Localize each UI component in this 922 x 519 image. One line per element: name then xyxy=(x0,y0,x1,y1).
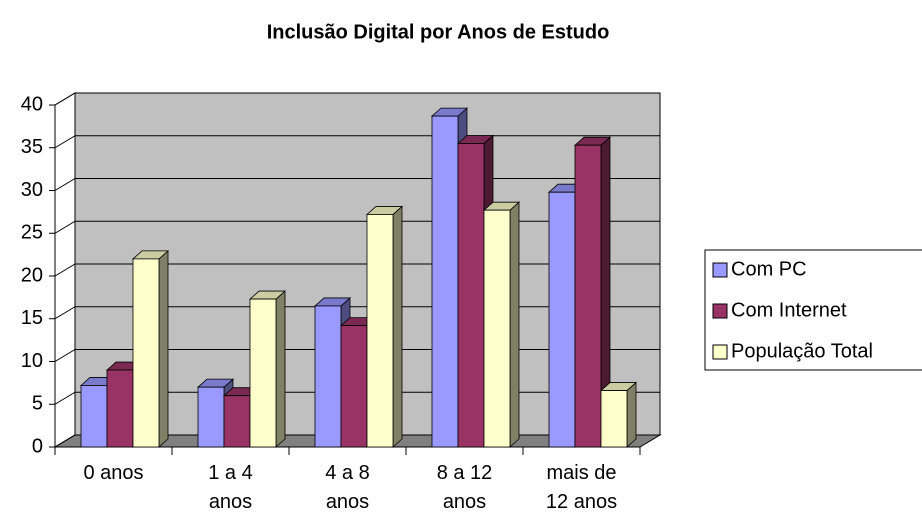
grid-line xyxy=(54,263,76,277)
bar xyxy=(457,143,485,448)
x-tick-label: 4 a 8 anos xyxy=(325,462,370,513)
legend-label: População Total xyxy=(731,340,873,362)
y-tick-label: 30 xyxy=(21,179,43,201)
legend-swatch xyxy=(712,262,728,278)
grid-line xyxy=(54,349,76,362)
y-tick-label: 10 xyxy=(21,350,43,372)
x-tick-label: mais de 12 anos xyxy=(545,462,618,513)
bar xyxy=(483,209,511,448)
bar xyxy=(314,305,342,448)
grid-line xyxy=(54,135,76,149)
grid-line xyxy=(54,434,76,448)
bar xyxy=(600,390,628,448)
bar xyxy=(548,191,576,448)
legend-label: Com Internet xyxy=(731,299,847,321)
legend-swatch xyxy=(712,303,728,319)
legend-label: Com PC xyxy=(731,258,807,280)
grid-line xyxy=(54,92,76,106)
x-tick-label: 8 a 12 anos xyxy=(436,462,493,513)
bar-side xyxy=(275,290,286,448)
grid-line xyxy=(54,391,76,405)
y-tick-label: 35 xyxy=(21,136,43,158)
bar-side xyxy=(158,250,169,448)
bar-side xyxy=(509,201,520,448)
y-tick-label: 40 xyxy=(21,93,43,115)
bar-side xyxy=(392,205,403,448)
bar xyxy=(366,214,394,448)
chart-title: Inclusão Digital por Anos de Estudo xyxy=(267,21,610,43)
y-tick-label: 0 xyxy=(32,435,43,457)
bar-side xyxy=(626,381,637,448)
bar xyxy=(431,115,459,448)
bar xyxy=(223,395,251,448)
y-tick-label: 15 xyxy=(21,307,43,329)
x-tick-label: 0 anos xyxy=(83,462,144,484)
legend-swatch xyxy=(712,344,728,360)
bar xyxy=(197,386,225,448)
bar xyxy=(80,385,108,448)
bar xyxy=(249,298,277,448)
y-tick-label: 5 xyxy=(32,393,43,415)
grid-line xyxy=(54,178,76,191)
y-tick-label: 25 xyxy=(21,222,43,244)
bar xyxy=(574,144,602,448)
grid-line xyxy=(54,306,76,320)
bar xyxy=(106,369,134,448)
y-tick-label: 20 xyxy=(21,264,43,286)
x-tick-label: 1 a 4 anos xyxy=(208,462,253,513)
legend-box xyxy=(704,249,922,371)
grid-line xyxy=(54,220,76,234)
bar xyxy=(132,258,160,448)
bar xyxy=(340,325,368,448)
